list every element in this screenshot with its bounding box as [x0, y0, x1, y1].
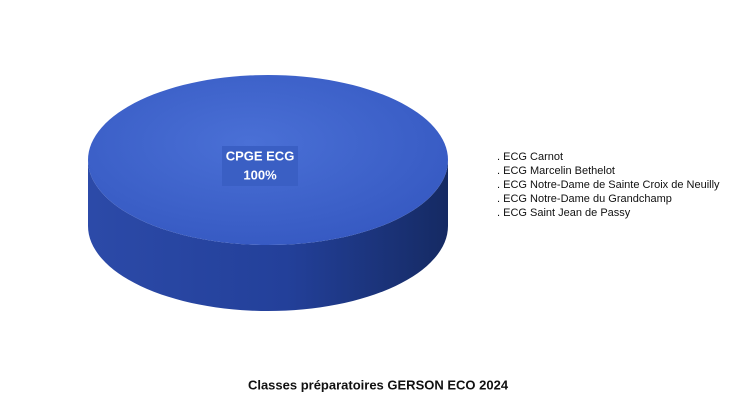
chart-title: Classes préparatoires GERSON ECO 2024: [248, 377, 509, 392]
pie-side: [88, 160, 448, 311]
legend-item: . ECG Saint Jean de Passy: [497, 207, 631, 219]
label-box: [222, 146, 298, 186]
legend-item: . ECG Notre-Dame de Sainte Croix de Neui…: [497, 179, 720, 191]
legend-item: . ECG Carnot: [497, 151, 563, 163]
value-label: 100%: [243, 167, 277, 182]
legend-item: . ECG Marcelin Bethelot: [497, 165, 615, 177]
slice-label: CPGE ECG: [226, 148, 295, 163]
legend-item: . ECG Notre-Dame du Grandchamp: [497, 193, 672, 205]
